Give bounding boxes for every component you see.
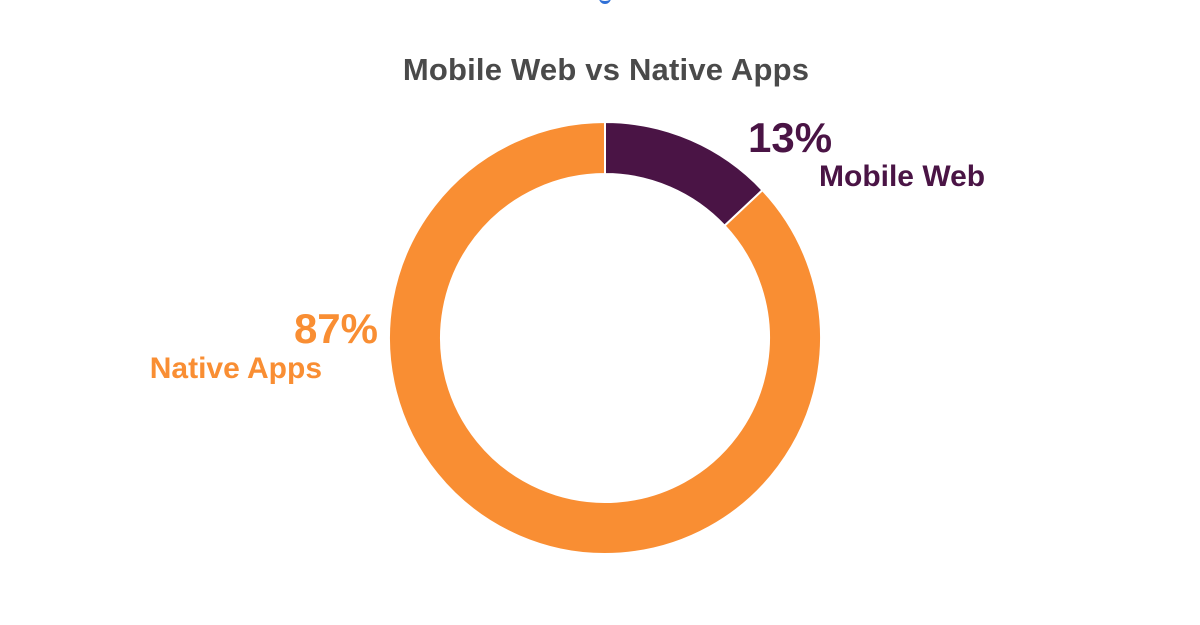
slice-mobile-web: [604, 120, 764, 228]
mobile-web-name-label: Mobile Web: [819, 160, 985, 193]
donut-slices: [388, 120, 822, 555]
chart-title: Mobile Web vs Native Apps: [402, 52, 810, 87]
slice-native-apps: [388, 120, 822, 555]
top-edge-mark: [599, 0, 611, 4]
native-apps-percent-label: 87%: [294, 305, 378, 352]
mobile-web-percent-label: 13%: [748, 114, 832, 161]
native-apps-name-label: Native Apps: [150, 352, 322, 385]
